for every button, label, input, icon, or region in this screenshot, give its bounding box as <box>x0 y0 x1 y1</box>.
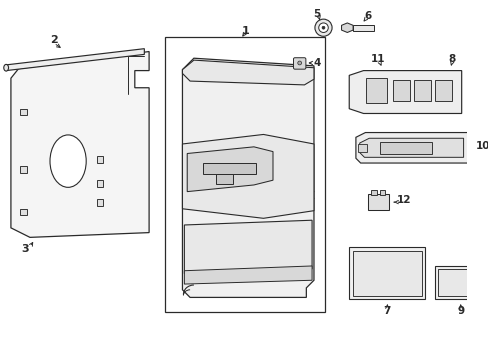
FancyBboxPatch shape <box>293 58 305 69</box>
Bar <box>352 25 373 31</box>
Polygon shape <box>355 132 468 163</box>
Bar <box>20 166 27 172</box>
Bar <box>20 209 27 215</box>
Text: 11: 11 <box>370 54 384 64</box>
Bar <box>97 156 103 163</box>
Polygon shape <box>341 23 352 32</box>
Circle shape <box>322 26 324 29</box>
Text: 9: 9 <box>456 306 463 316</box>
Text: 8: 8 <box>447 54 455 64</box>
Bar <box>203 163 255 175</box>
Bar <box>379 142 431 153</box>
Bar <box>97 180 103 187</box>
Text: 4: 4 <box>312 58 320 68</box>
Bar <box>367 194 388 210</box>
Bar <box>366 78 386 103</box>
Polygon shape <box>359 138 463 157</box>
Text: 2: 2 <box>50 35 58 45</box>
Bar <box>379 190 385 195</box>
Bar <box>413 80 430 101</box>
Bar <box>434 266 487 299</box>
Bar <box>348 247 425 299</box>
Bar <box>370 190 376 195</box>
Circle shape <box>314 19 331 36</box>
Text: 1: 1 <box>241 26 249 36</box>
Bar <box>392 80 409 101</box>
Polygon shape <box>182 60 313 85</box>
Polygon shape <box>187 147 272 192</box>
Bar <box>97 199 103 206</box>
Ellipse shape <box>50 135 86 187</box>
Text: 7: 7 <box>383 306 390 316</box>
Bar <box>165 37 325 312</box>
Circle shape <box>318 23 327 32</box>
Bar <box>352 251 421 296</box>
Circle shape <box>297 61 301 65</box>
Bar <box>215 175 232 184</box>
Text: 6: 6 <box>364 11 371 21</box>
Polygon shape <box>182 58 313 297</box>
Polygon shape <box>182 134 313 218</box>
Polygon shape <box>184 266 311 284</box>
Text: 3: 3 <box>21 244 29 254</box>
Bar <box>437 269 484 296</box>
Bar <box>357 144 366 152</box>
Text: 5: 5 <box>313 9 320 19</box>
Ellipse shape <box>4 64 8 71</box>
Polygon shape <box>11 51 149 237</box>
Text: 10: 10 <box>475 141 488 151</box>
Polygon shape <box>184 220 311 274</box>
Polygon shape <box>6 49 144 71</box>
Text: 12: 12 <box>396 195 410 205</box>
Bar <box>434 80 451 101</box>
Polygon shape <box>348 71 461 113</box>
Bar <box>20 109 27 116</box>
